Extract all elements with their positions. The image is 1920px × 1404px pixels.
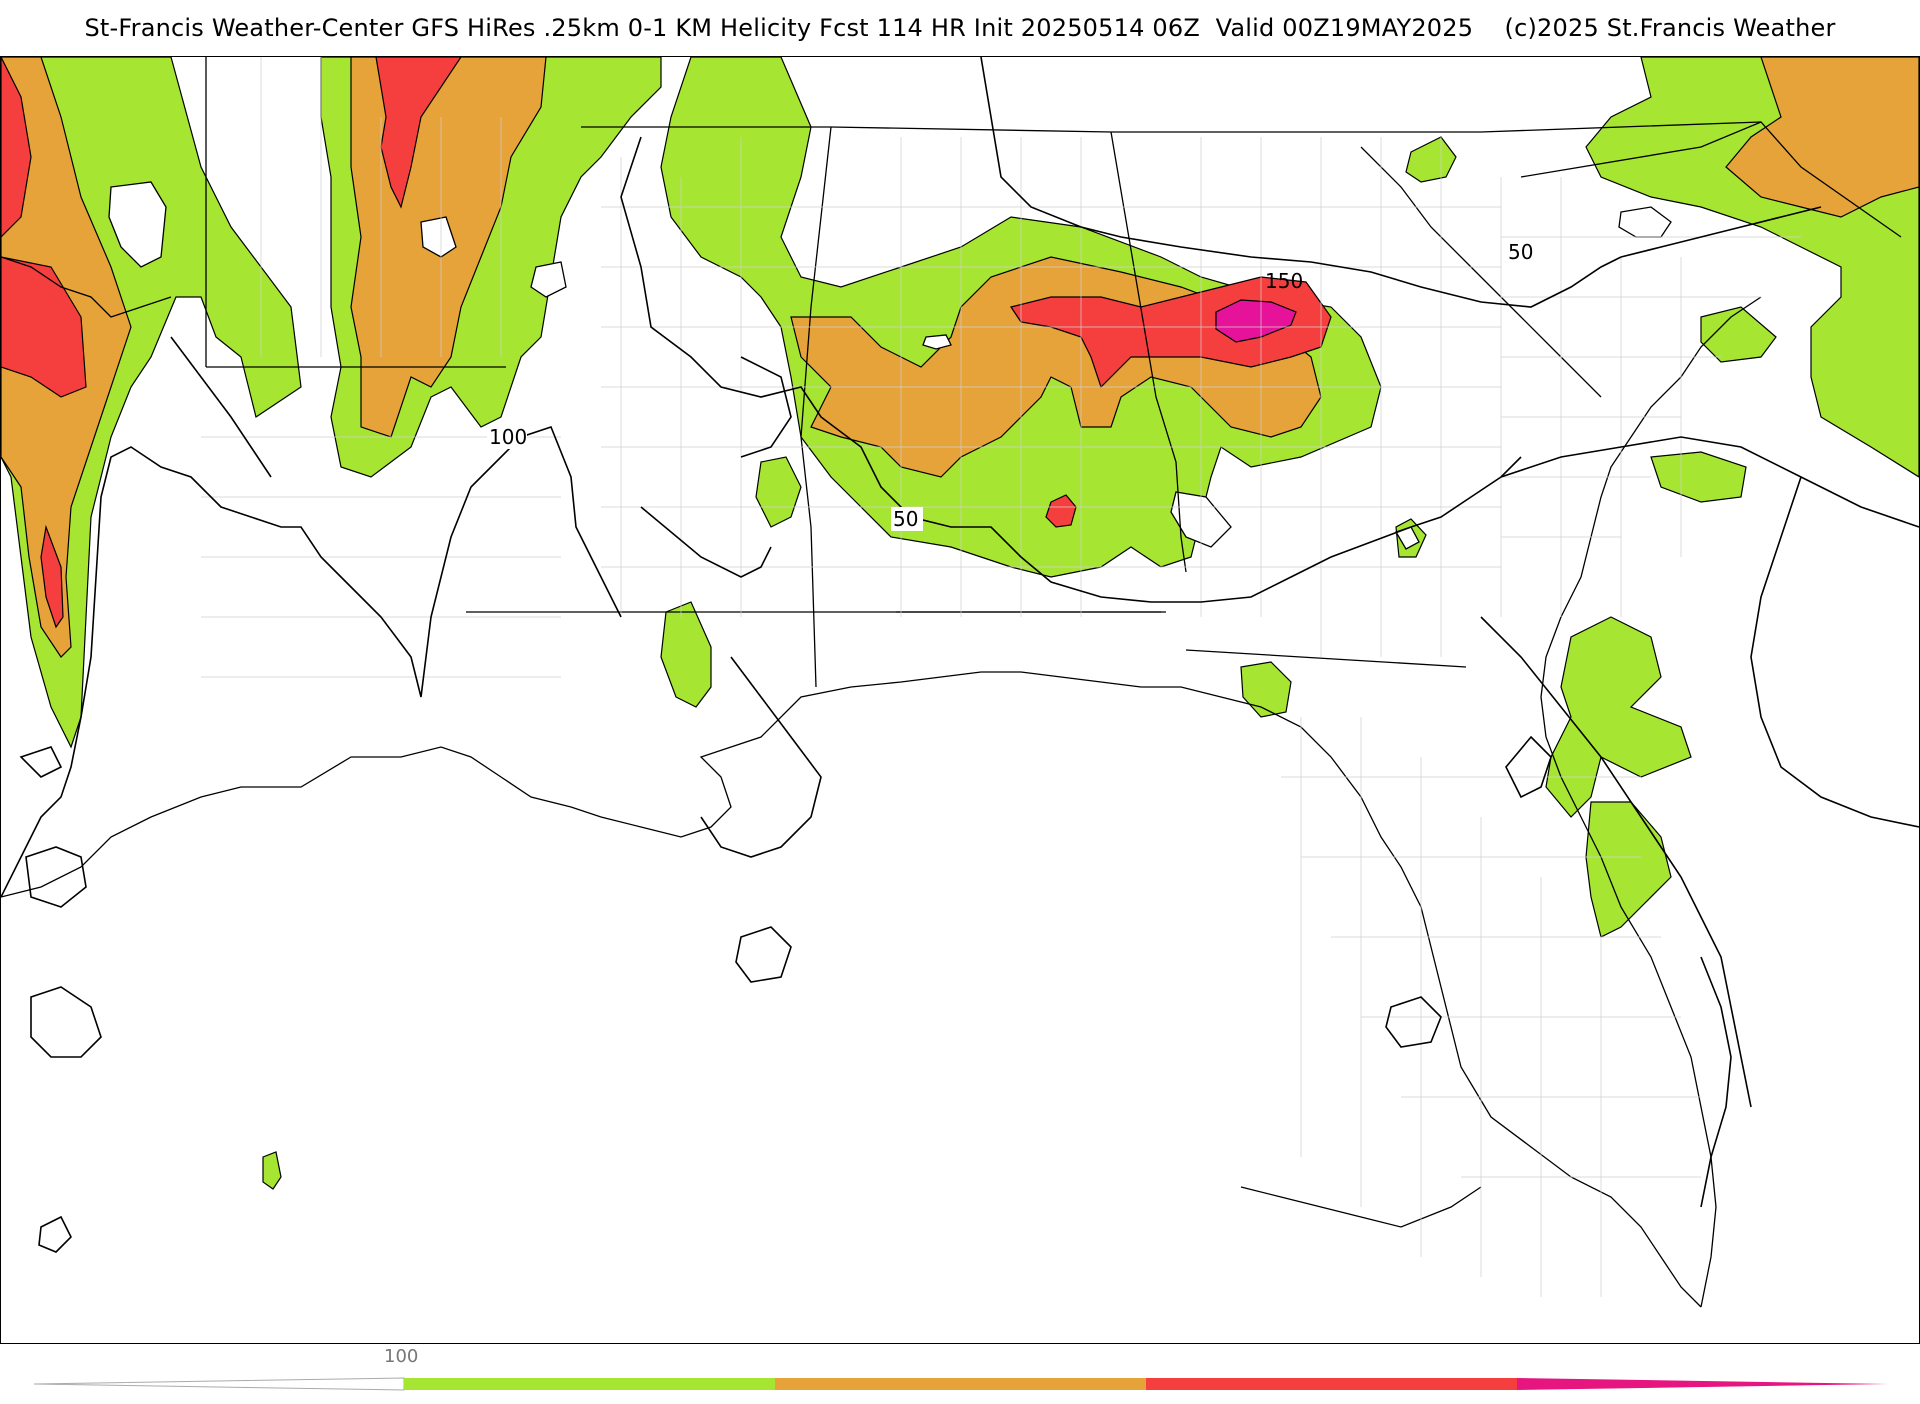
helicity-holes (108, 181, 1672, 550)
colorbar: 100 (0, 1342, 1920, 1400)
fill-green-patch-6 (1240, 661, 1292, 718)
helicity-map: 100 50 150 50 (0, 56, 1920, 1344)
colorbar-low-arrow (33, 1377, 405, 1391)
fill-west-red (1, 57, 32, 238)
fill-green-patch-1 (1405, 136, 1457, 183)
fill-green-patch-10 (262, 1151, 282, 1190)
fill-green-patch-9 (1585, 801, 1672, 938)
fill-green-patch-2 (1700, 306, 1777, 363)
colorbar-segment-orange (775, 1378, 1146, 1390)
map-title: St-Francis Weather-Center GFS HiRes .25k… (84, 14, 1836, 42)
fill-center-west-red (375, 57, 462, 209)
contour-label-150: 150 (1265, 269, 1303, 293)
fill-ms-red-small (1045, 494, 1077, 528)
fill-green-patch-3 (1650, 451, 1747, 503)
contour-label-50-east: 50 (1508, 240, 1533, 264)
state-borders (1, 57, 1902, 688)
fill-green-patch-5 (660, 601, 712, 708)
colorbar-segment-red (1146, 1378, 1517, 1390)
fill-west-red-3 (40, 524, 64, 629)
colorbar-svg: 100 (33, 1346, 1888, 1391)
map-canvas: 100 50 150 50 (1, 57, 1919, 1308)
contour-label-50-center: 50 (893, 507, 918, 531)
coastline (1, 296, 1762, 1308)
fill-green-patch-4 (755, 456, 802, 528)
colorbar-tick-label: 100 (384, 1346, 418, 1367)
fill-west-red-2 (1, 256, 87, 398)
colorbar-segment-magenta (1517, 1378, 1888, 1390)
fill-ms-magenta (1215, 299, 1297, 343)
county-lines (201, 57, 1801, 1297)
contour-label-group: 100 50 150 50 (487, 240, 1538, 531)
contour-label-100: 100 (489, 425, 527, 449)
fill-ne-orange (1725, 57, 1919, 218)
colorbar-segment-green (404, 1378, 775, 1390)
fill-green-patch-8 (1545, 616, 1692, 818)
